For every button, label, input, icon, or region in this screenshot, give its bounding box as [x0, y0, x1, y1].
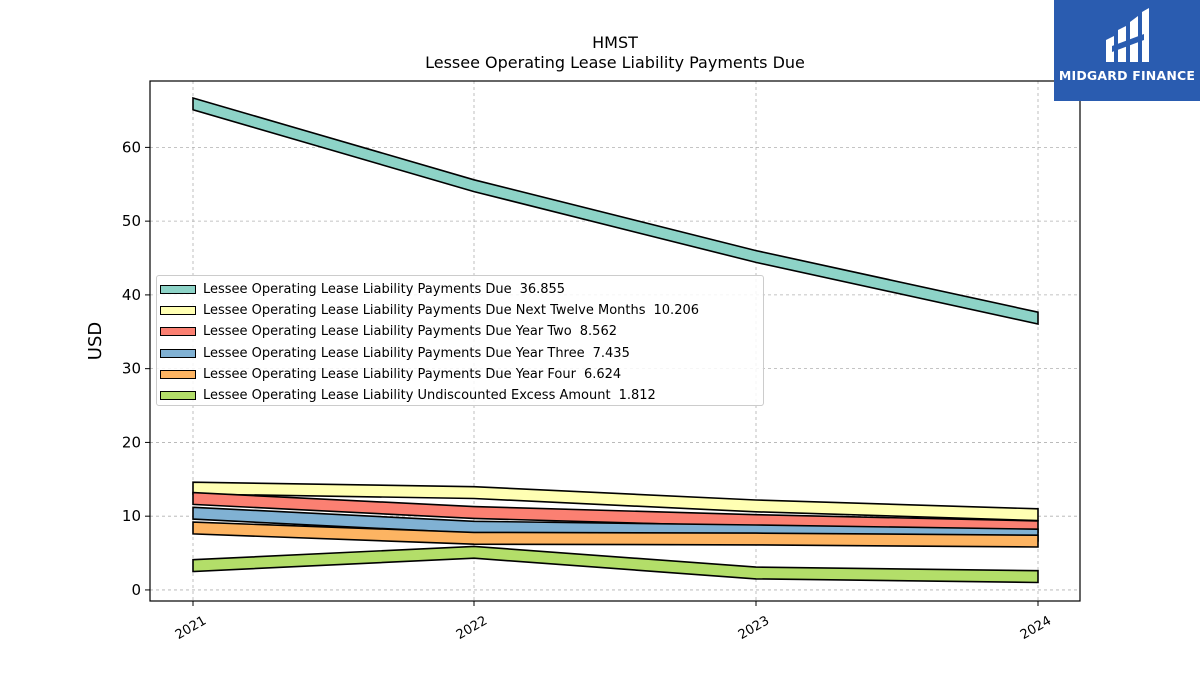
- y-tick-label: 10: [122, 507, 141, 525]
- legend-swatch: [160, 348, 196, 358]
- legend: Lessee Operating Lease Liability Payment…: [156, 275, 764, 406]
- legend-label: Lessee Operating Lease Liability Payment…: [203, 345, 585, 361]
- series-band-5: [192, 521, 1039, 548]
- legend-value: 36.855: [519, 282, 566, 298]
- legend-item: Lessee Operating Lease Liability Payment…: [157, 279, 763, 300]
- legend-value: 7.435: [592, 345, 630, 361]
- y-tick-label: 60: [122, 138, 141, 156]
- legend-swatch: [160, 327, 196, 337]
- series-band-1: [192, 96, 1039, 325]
- y-tick-label: 0: [131, 581, 141, 599]
- series-band-6: [192, 545, 1039, 584]
- legend-label: Lessee Operating Lease Liability Payment…: [203, 282, 512, 298]
- legend-item: Lessee Operating Lease Liability Payment…: [157, 343, 763, 364]
- legend-label: Lessee Operating Lease Liability Payment…: [203, 303, 646, 319]
- legend-value: 8.562: [579, 324, 617, 340]
- legend-item: Lessee Operating Lease Liability Payment…: [157, 364, 763, 385]
- legend-value: 6.624: [583, 366, 622, 382]
- legend-item: Lessee Operating Lease Liability Payment…: [157, 321, 763, 342]
- legend-swatch: [160, 285, 196, 295]
- chart-subtitle: Lessee Operating Lease Liability Payment…: [425, 53, 805, 72]
- y-tick-label: 50: [122, 212, 141, 230]
- x-tick-label: 2023: [736, 613, 772, 643]
- y-tick-label: 20: [122, 433, 141, 451]
- x-tick-label: 2021: [173, 613, 209, 643]
- legend-swatch: [160, 391, 196, 401]
- brand-logo: MIDGARD FINANCE: [1054, 0, 1200, 101]
- y-tick-label: 30: [122, 360, 141, 378]
- legend-label: Lessee Operating Lease Liability Payment…: [203, 324, 572, 340]
- legend-value: 1.812: [618, 388, 656, 404]
- x-tick-label: 2024: [1018, 613, 1054, 643]
- legend-label: Lessee Operating Lease Liability Payment…: [203, 366, 576, 382]
- y-tick-label: 40: [122, 286, 141, 304]
- legend-swatch: [160, 369, 196, 379]
- chart-title: HMST: [592, 33, 638, 52]
- legend-label: Lessee Operating Lease Liability Undisco…: [203, 388, 611, 404]
- plot-frame: [149, 80, 1081, 602]
- brand-name: MIDGARD FINANCE: [1058, 68, 1196, 83]
- x-tick-label: 2022: [454, 613, 490, 643]
- y-axis-label: USD: [85, 322, 106, 360]
- legend-item: Lessee Operating Lease Liability Undisco…: [157, 385, 763, 406]
- legend-swatch: [160, 306, 196, 316]
- midgard-logo-icon: [1106, 8, 1149, 62]
- legend-value: 10.206: [653, 303, 700, 319]
- legend-item: Lessee Operating Lease Liability Payment…: [157, 300, 763, 321]
